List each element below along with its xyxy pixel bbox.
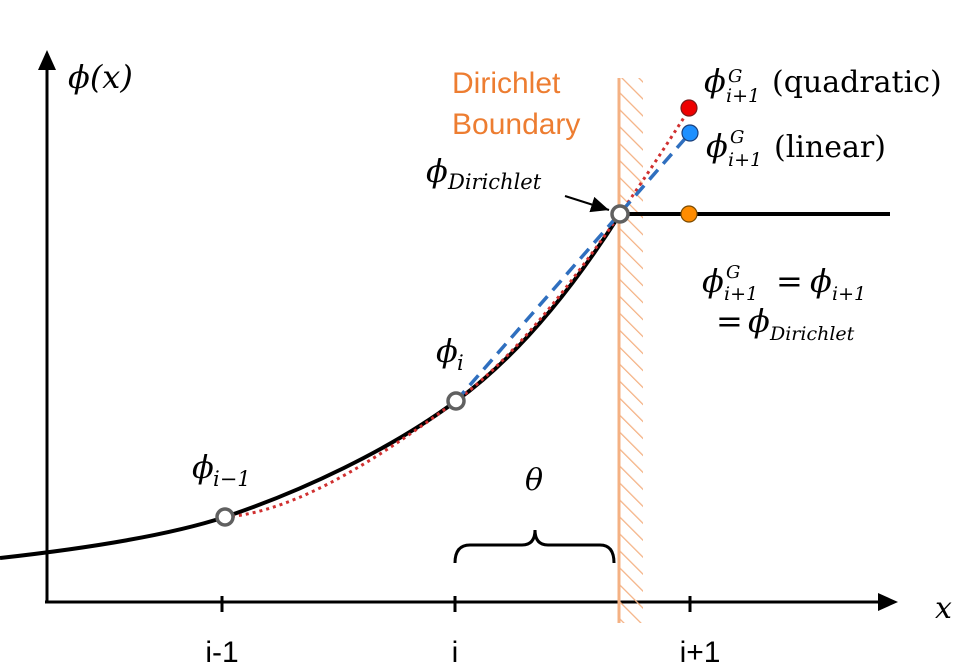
equation-line-2: = ϕ Dirichlet bbox=[716, 302, 855, 345]
svg-text:ϕ: ϕ bbox=[704, 62, 726, 100]
svg-text:(linear): (linear) bbox=[774, 130, 886, 165]
svg-text:ϕ: ϕ bbox=[748, 302, 770, 340]
tick-label-i: i bbox=[452, 636, 459, 669]
svg-text:i+1: i+1 bbox=[724, 283, 758, 305]
label-phi-i: ϕ i bbox=[436, 332, 464, 375]
svg-text:i+1: i+1 bbox=[832, 283, 866, 305]
dirichlet-pointer-arrow bbox=[564, 195, 610, 213]
svg-text:i+1: i+1 bbox=[728, 149, 762, 171]
dirichlet-boundary-hatch bbox=[619, 78, 643, 623]
linear-extrapolation-line bbox=[454, 131, 692, 403]
node-marker-dirichlet bbox=[610, 204, 630, 224]
svg-text:ϕ: ϕ bbox=[702, 262, 724, 300]
svg-text:i−1: i−1 bbox=[213, 467, 251, 491]
theta-brace bbox=[453, 529, 616, 564]
node-marker-i bbox=[446, 391, 466, 411]
dirichlet-extension-point bbox=[680, 205, 698, 223]
svg-text:i: i bbox=[457, 351, 464, 375]
x-axis-label: x bbox=[935, 591, 952, 626]
x-axis-arrowhead bbox=[878, 593, 898, 611]
node-marker-i-minus-1 bbox=[215, 507, 235, 527]
boundary-label-line2: Boundary bbox=[452, 108, 580, 141]
svg-text:ϕ: ϕ bbox=[706, 127, 728, 165]
svg-text:G: G bbox=[730, 127, 744, 148]
svg-text:=: = bbox=[776, 262, 803, 300]
theta-label: θ bbox=[525, 463, 543, 498]
ghost-point-linear bbox=[681, 124, 699, 142]
tick-label-i-minus-1: i-1 bbox=[205, 636, 238, 669]
y-axis-arrowhead bbox=[38, 50, 56, 70]
y-axis-label: ϕ(x) bbox=[68, 58, 133, 96]
equation-line-1: ϕ G i+1 = ϕ i+1 bbox=[702, 262, 866, 305]
label-phi-dirichlet: ϕ Dirichlet bbox=[426, 152, 542, 194]
svg-text:i+1: i+1 bbox=[726, 85, 760, 107]
svg-text:ϕ: ϕ bbox=[810, 262, 832, 300]
label-phi-i-minus-1: ϕ i−1 bbox=[192, 448, 251, 491]
svg-text:G: G bbox=[728, 66, 742, 87]
svg-text:ϕ: ϕ bbox=[436, 332, 458, 370]
boundary-label-line1: Dirichlet bbox=[452, 67, 561, 100]
svg-text:(quadratic): (quadratic) bbox=[772, 65, 942, 100]
svg-text:Dirichlet: Dirichlet bbox=[447, 170, 542, 194]
solution-curve bbox=[0, 212, 622, 560]
label-ghost-linear: ϕ G i+1 (linear) bbox=[706, 127, 886, 171]
svg-text:Dirichlet: Dirichlet bbox=[769, 323, 855, 345]
svg-text:G: G bbox=[726, 262, 740, 283]
svg-text:ϕ: ϕ bbox=[192, 448, 214, 486]
ghost-point-quadratic bbox=[680, 99, 698, 117]
label-ghost-quadratic: ϕ G i+1 (quadratic) bbox=[704, 62, 942, 107]
svg-text:ϕ: ϕ bbox=[426, 152, 448, 190]
svg-text:=: = bbox=[716, 302, 743, 340]
tick-label-i-plus-1: i+1 bbox=[680, 636, 721, 669]
